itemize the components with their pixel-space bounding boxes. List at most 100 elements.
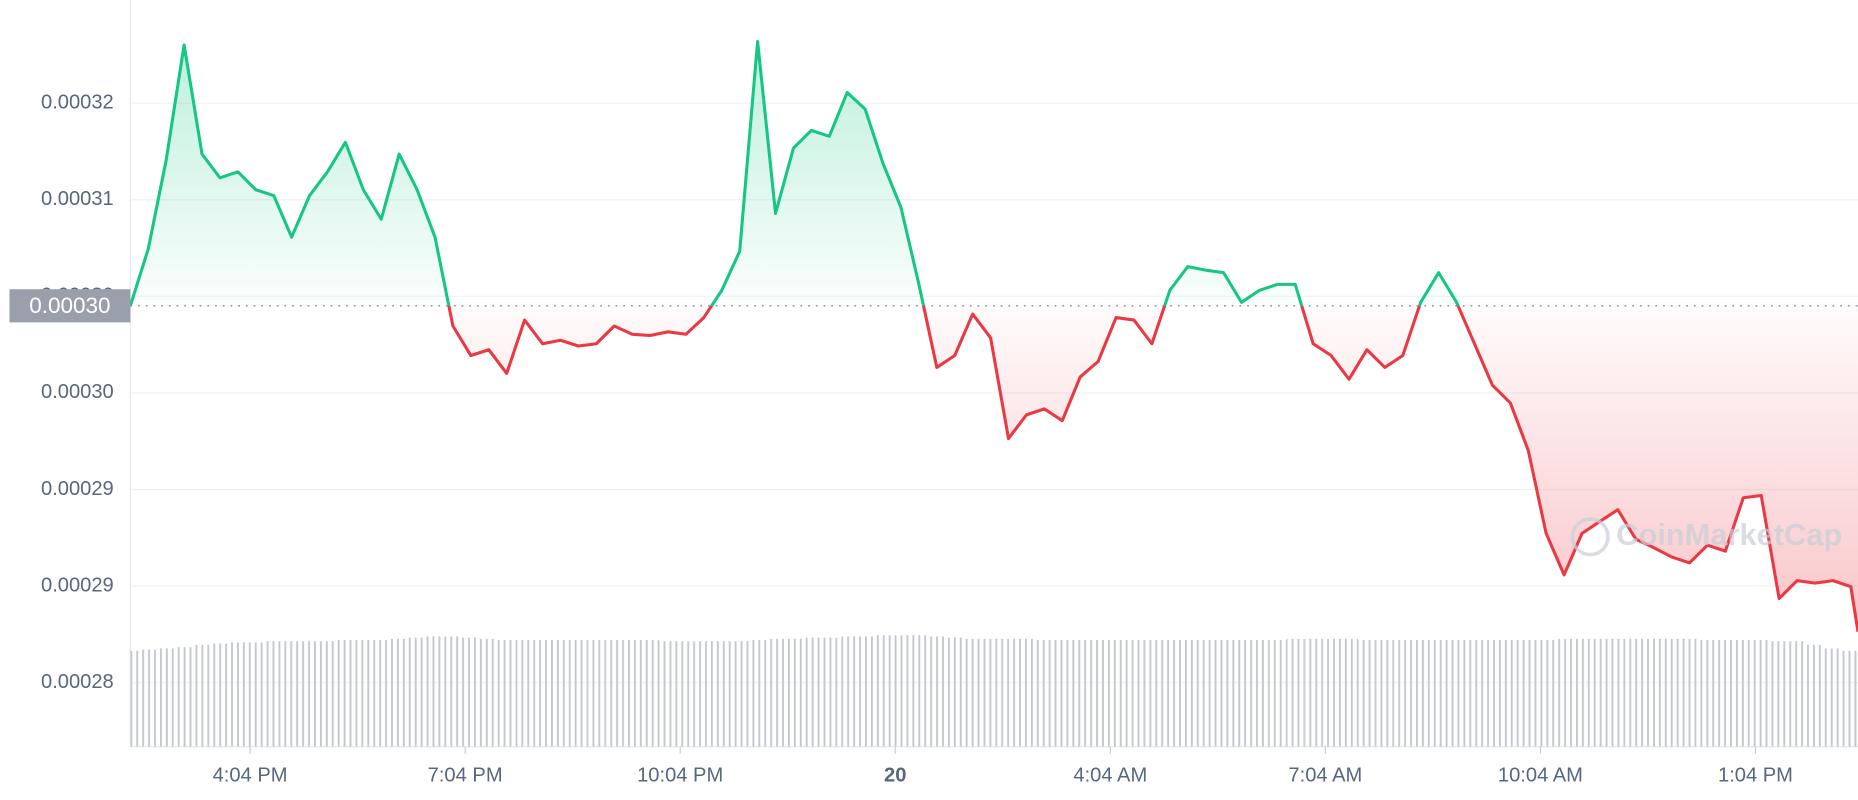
volume-bar <box>1806 644 1824 747</box>
volume-bar <box>712 641 731 747</box>
volume-bar <box>1286 638 1305 747</box>
volume-bar <box>318 641 337 747</box>
volume-bar <box>1160 640 1179 747</box>
y-tick-label: 0.00030 <box>41 381 114 403</box>
volume-bar <box>1483 640 1502 747</box>
volume-bar <box>479 638 498 747</box>
volume-bar <box>1232 640 1251 747</box>
volume-bar <box>1142 640 1161 747</box>
volume-bar <box>1680 638 1699 747</box>
volume-bar <box>1053 640 1072 747</box>
volume-bar <box>533 640 552 747</box>
volume-bar <box>766 638 785 747</box>
volume-bar <box>551 640 570 747</box>
volume-bar <box>1770 641 1789 747</box>
x-tick-label: 20 <box>884 765 906 787</box>
volume-bar <box>730 641 749 747</box>
volume-bar <box>1519 640 1538 747</box>
volume-bar <box>130 650 140 747</box>
volume-bar <box>246 642 265 747</box>
x-tick-label: 4:04 AM <box>1073 765 1147 787</box>
volume-bar <box>748 640 767 747</box>
volume-bar <box>1752 640 1771 747</box>
volume-bar <box>802 637 821 747</box>
volume-bar <box>1698 640 1717 747</box>
watermark-logo <box>1570 517 1610 557</box>
volume-bar <box>1788 641 1807 747</box>
volume-bar <box>1537 640 1556 747</box>
volume-bar <box>1268 640 1287 747</box>
volume-bar <box>569 640 588 747</box>
volume-bar <box>1357 640 1376 747</box>
volume-bar <box>372 640 391 747</box>
volume-bar <box>587 640 606 747</box>
volume-bar <box>408 637 427 747</box>
volume-bar <box>336 640 355 747</box>
volume-bar <box>1626 638 1645 747</box>
volume-bar <box>981 638 1000 747</box>
volume-bar <box>945 637 964 747</box>
volume-bar <box>1375 640 1394 747</box>
volume-bar <box>1214 640 1233 747</box>
y-tick-label: 0.00028 <box>41 671 114 693</box>
volume-bar <box>228 642 247 747</box>
volume-bar <box>659 641 677 747</box>
volume-bar <box>963 638 982 747</box>
volume-bar <box>1823 648 1842 747</box>
volume-bar <box>784 638 803 747</box>
price-line <box>128 39 1858 632</box>
volume-bar <box>1250 640 1269 747</box>
y-tick-label: 0.00031 <box>41 188 114 210</box>
x-tick-label: 10:04 PM <box>637 765 723 787</box>
volume-bar <box>1608 638 1627 747</box>
volume-bar <box>623 640 642 747</box>
volume-bar <box>909 635 928 747</box>
volume-bar <box>694 641 713 747</box>
volume-bar <box>282 641 301 747</box>
volume-bar <box>157 648 176 747</box>
volume-bar <box>354 640 373 747</box>
volume-bar <box>139 649 158 747</box>
volume-bar <box>1322 638 1341 747</box>
volume-bar <box>1465 640 1484 747</box>
volume-bar <box>641 640 660 747</box>
reference-label: 0.00030 <box>29 293 110 318</box>
volume-bar <box>1590 638 1609 747</box>
x-tick-label: 1:04 PM <box>1718 765 1793 787</box>
price-area <box>130 41 1858 632</box>
volume-bar <box>1071 640 1090 747</box>
volume-bar <box>461 637 480 747</box>
volume-bar <box>1178 640 1197 747</box>
volume-bar <box>1644 638 1663 747</box>
volume-bar <box>175 647 194 747</box>
volume-bar <box>1429 640 1448 747</box>
watermark: CoinMarketCap <box>1616 517 1842 552</box>
volume-bar <box>390 638 409 747</box>
x-tick-label: 7:04 PM <box>428 765 503 787</box>
volume-bar <box>1411 640 1430 747</box>
volume-bar <box>300 641 319 747</box>
volume-bar <box>1035 640 1054 747</box>
volume-bar <box>443 636 462 747</box>
volume-bar <box>497 640 516 747</box>
volume-bar <box>264 641 283 747</box>
volume-bar <box>1196 640 1215 747</box>
volume-bar <box>1089 640 1108 747</box>
volume-bar <box>1555 638 1574 747</box>
y-tick-label: 0.00029 <box>41 574 114 596</box>
volume-bar <box>1393 640 1412 747</box>
volume-bar <box>676 641 695 747</box>
volume-bar <box>193 644 211 747</box>
volume-bar <box>892 635 910 747</box>
x-tick-label: 7:04 AM <box>1288 765 1362 787</box>
volume-bar <box>1501 640 1520 747</box>
volume-bar <box>1447 640 1466 747</box>
x-tick-label: 4:04 PM <box>213 765 288 787</box>
volume-bar <box>1107 640 1126 747</box>
volume-bar <box>515 640 534 747</box>
x-tick-label: 10:04 AM <box>1498 765 1583 787</box>
volume-bar <box>1734 640 1753 747</box>
reference-tag <box>9 289 131 323</box>
